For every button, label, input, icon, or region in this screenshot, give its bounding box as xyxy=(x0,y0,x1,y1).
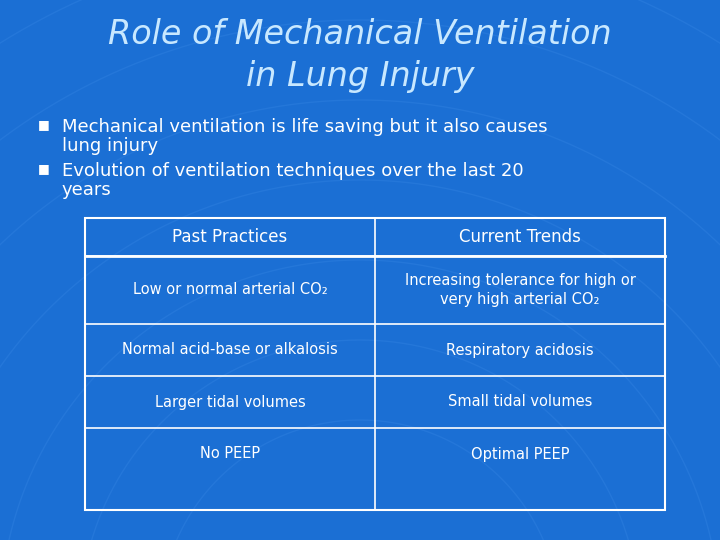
Text: Current Trends: Current Trends xyxy=(459,228,581,246)
Text: Role of Mechanical Ventilation: Role of Mechanical Ventilation xyxy=(108,18,612,51)
Text: Low or normal arterial CO₂: Low or normal arterial CO₂ xyxy=(132,282,328,298)
Text: Small tidal volumes: Small tidal volumes xyxy=(448,395,592,409)
Text: Evolution of ventilation techniques over the last 20: Evolution of ventilation techniques over… xyxy=(62,162,523,180)
Text: lung injury: lung injury xyxy=(62,137,158,155)
Text: years: years xyxy=(62,181,112,199)
Text: Respiratory acidosis: Respiratory acidosis xyxy=(446,342,594,357)
Text: ■: ■ xyxy=(38,162,50,175)
Text: Past Practices: Past Practices xyxy=(172,228,287,246)
Text: Mechanical ventilation is life saving but it also causes: Mechanical ventilation is life saving bu… xyxy=(62,118,548,136)
Text: Optimal PEEP: Optimal PEEP xyxy=(471,447,570,462)
Bar xyxy=(85,218,665,510)
Text: in Lung Injury: in Lung Injury xyxy=(246,60,474,93)
Text: Normal acid-base or alkalosis: Normal acid-base or alkalosis xyxy=(122,342,338,357)
Text: No PEEP: No PEEP xyxy=(200,447,260,462)
Text: Increasing tolerance for high or
very high arterial CO₂: Increasing tolerance for high or very hi… xyxy=(405,273,636,307)
Text: Larger tidal volumes: Larger tidal volumes xyxy=(155,395,305,409)
Text: ■: ■ xyxy=(38,118,50,131)
